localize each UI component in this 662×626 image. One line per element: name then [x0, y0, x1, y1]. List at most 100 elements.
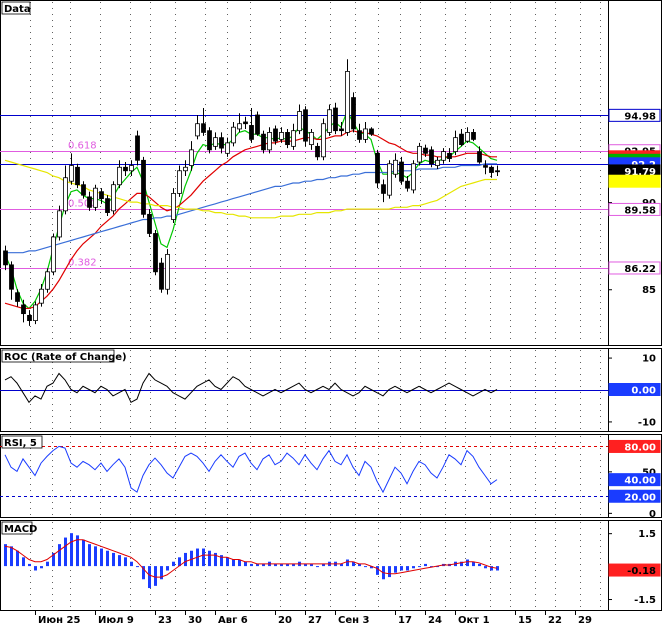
candle-body	[75, 166, 80, 186]
candle-body	[429, 149, 434, 165]
candle-body	[171, 193, 176, 220]
macd-histogram-bar	[418, 566, 421, 568]
candle-body	[357, 130, 362, 140]
candle-body	[267, 132, 272, 151]
candle-body	[285, 132, 290, 146]
candle-body	[69, 165, 74, 182]
candle-body	[183, 166, 188, 172]
candle-body	[207, 130, 212, 151]
candle-body	[423, 147, 428, 154]
candle-body	[315, 145, 320, 158]
macd-histogram-bar	[64, 537, 67, 567]
candle-body	[441, 151, 446, 161]
candle-body	[81, 184, 86, 196]
roc-y-tick-label: -10	[638, 417, 656, 428]
price-label-bg	[608, 174, 661, 188]
x-tick-label: 17	[398, 615, 412, 626]
candle-body	[447, 152, 452, 159]
candle-body	[321, 123, 326, 158]
macd-histogram-bar	[232, 559, 235, 567]
roc-title-box	[1, 349, 115, 363]
macd-title-box	[1, 521, 33, 535]
macd-histogram-bar	[46, 561, 49, 567]
macd-histogram-bar	[364, 566, 367, 568]
roc-line	[4, 372, 498, 404]
macd-histogram-bar	[76, 535, 79, 567]
roc-current-label-bg	[608, 383, 661, 396]
macd-histogram-bar	[154, 566, 157, 586]
candle-body	[471, 132, 476, 140]
x-tick-label: 23	[158, 615, 172, 626]
macd-histogram-bar	[160, 566, 163, 580]
macd-histogram-bar	[16, 550, 19, 567]
macd-histogram-bar	[88, 544, 91, 567]
macd-histogram-bar	[394, 566, 397, 573]
candle-body	[477, 151, 482, 163]
macd-histogram-bar	[52, 552, 55, 567]
macd-histogram-bar	[460, 561, 463, 567]
candle-body	[435, 159, 440, 166]
price-label: 91.2	[631, 177, 656, 188]
macd-histogram-bar	[310, 563, 313, 567]
candle-body	[465, 132, 470, 142]
candle-body	[21, 304, 26, 315]
candle-body	[399, 161, 404, 182]
macd-histogram-bar	[274, 563, 277, 567]
macd-histogram-bar	[430, 566, 433, 568]
candle-body	[339, 128, 344, 132]
candle-body	[303, 109, 308, 142]
macd-histogram-bar	[412, 566, 415, 569]
macd-histogram-bar	[142, 566, 145, 580]
candle-body	[201, 123, 206, 133]
macd-histogram-bar	[316, 566, 319, 568]
candle-body	[297, 111, 302, 132]
candle-body	[87, 196, 92, 208]
candle-body	[483, 165, 488, 168]
candle-body	[231, 126, 236, 144]
candle-body	[111, 184, 116, 212]
moving-average-line	[4, 159, 497, 219]
candle-body	[147, 213, 152, 234]
main-y-tick-label: 85	[642, 285, 656, 296]
x-tick-label: 24	[428, 615, 442, 626]
x-tick-label: 30	[188, 615, 202, 626]
macd-histogram-bar	[388, 566, 391, 578]
pane-2-frame	[0, 434, 662, 518]
roc-y-tick-label: 10	[642, 354, 656, 365]
candle-body	[291, 130, 296, 147]
macd-histogram-bar	[436, 566, 439, 568]
macd-histogram-bar	[124, 557, 127, 567]
candle-body	[123, 166, 128, 172]
macd-histogram-bar	[358, 563, 361, 567]
candle-body	[351, 97, 356, 130]
pane-0-frame	[0, 0, 662, 346]
rsi-y-tick-label: 0	[649, 509, 656, 520]
candle-body	[57, 210, 62, 238]
macd-histogram-bar	[178, 557, 181, 567]
candle-body	[489, 166, 494, 173]
macd-histogram-bar	[4, 544, 7, 567]
candle-body	[459, 133, 464, 146]
rsi-title-box	[1, 435, 43, 449]
candle-body	[225, 142, 230, 154]
price-label-bg	[608, 108, 661, 122]
price-label-bg	[608, 202, 661, 216]
candle-body	[153, 233, 158, 273]
roc-title: ROC (Rate of Change)	[4, 352, 127, 363]
rsi-level-label-bg	[608, 489, 661, 503]
macd-histogram-bar	[406, 566, 409, 571]
x-tick-label: Июн 25	[38, 615, 80, 626]
macd-histogram-bar	[466, 559, 469, 567]
macd-histogram-bar	[190, 550, 193, 567]
x-tick-label: Сен 3	[338, 615, 370, 626]
candle-body	[129, 165, 134, 172]
candle-body	[219, 137, 224, 149]
macd-histogram-bar	[166, 566, 169, 571]
macd-histogram-bar	[106, 550, 109, 567]
candle-body	[333, 107, 338, 132]
candle-body	[495, 170, 500, 173]
macd-y-tick-label: 1.5	[638, 529, 656, 540]
macd-histogram-bar	[58, 544, 61, 567]
rsi-current-label: 40.00	[624, 476, 656, 487]
macd-histogram-bar	[238, 559, 241, 567]
